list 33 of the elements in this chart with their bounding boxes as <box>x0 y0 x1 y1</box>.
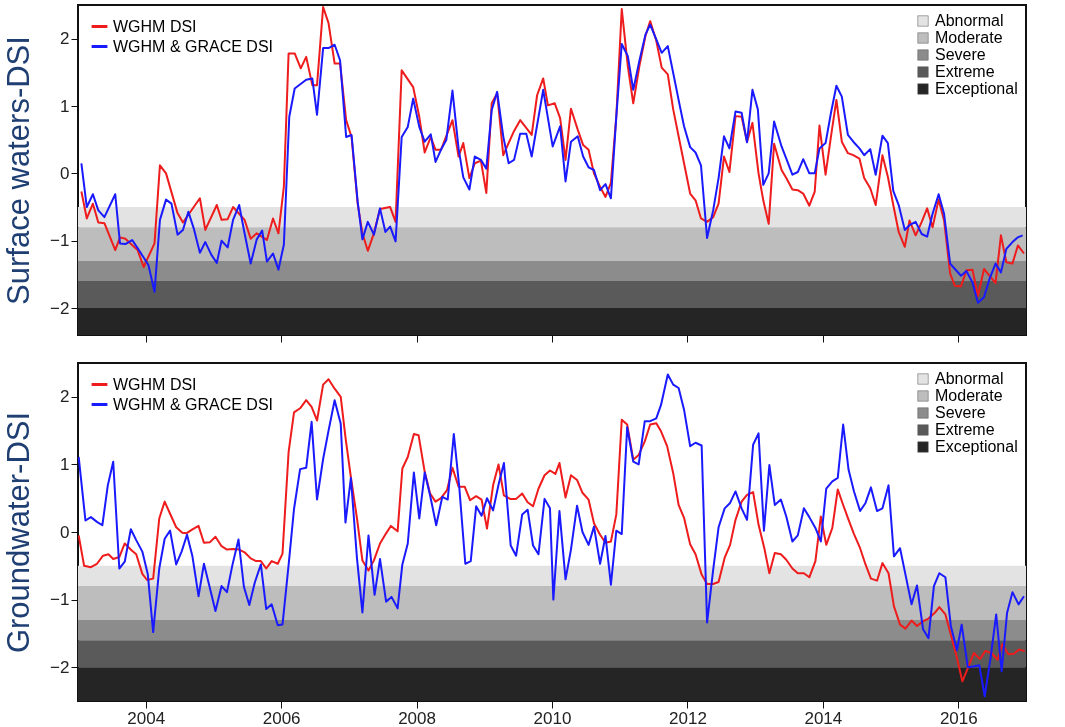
y-tick-label: 2 <box>60 387 70 407</box>
y-tick-label: 2 <box>60 29 70 49</box>
legend-label: WGHM & GRACE DSI <box>113 395 274 413</box>
y-tick-label: −1 <box>50 590 70 610</box>
y-axis-title: Groundwater-DSI <box>1 411 37 654</box>
legend-label: Abnormal <box>935 370 1004 387</box>
legend-label: Exceptional <box>935 438 1018 455</box>
x-tick-label: 2010 <box>533 708 572 727</box>
legend-label: Abnormal <box>935 12 1004 29</box>
y-tick-label: −2 <box>50 657 70 677</box>
x-tick-label: 2006 <box>262 708 301 727</box>
legend-label: Severe <box>935 404 986 421</box>
y-tick-label: 0 <box>60 522 70 542</box>
legend-label: Severe <box>935 46 986 63</box>
x-tick-label: 2012 <box>669 708 707 727</box>
y-tick-label: 1 <box>60 454 70 474</box>
x-tick-label: 2008 <box>398 708 436 727</box>
legend-label: WGHM DSI <box>113 375 197 393</box>
y-tick-label: −2 <box>50 298 70 318</box>
legend-label: WGHM & GRACE DSI <box>113 37 274 55</box>
legend-label: Extreme <box>935 63 995 80</box>
x-tick-label: 2016 <box>939 708 978 727</box>
y-tick-label: 1 <box>60 96 70 116</box>
y-tick-label: −1 <box>50 231 70 251</box>
legend-label: Exceptional <box>935 80 1018 97</box>
y-tick-label: 0 <box>60 163 70 183</box>
x-tick-label: 2014 <box>804 708 843 727</box>
legend-label: Moderate <box>935 29 1003 46</box>
legend-label: WGHM DSI <box>113 17 197 35</box>
legend-label: Moderate <box>935 387 1003 404</box>
legend-label: Extreme <box>935 421 995 438</box>
x-tick-label: 2004 <box>127 708 166 727</box>
y-axis-title: Surface waters-DSI <box>1 36 37 305</box>
